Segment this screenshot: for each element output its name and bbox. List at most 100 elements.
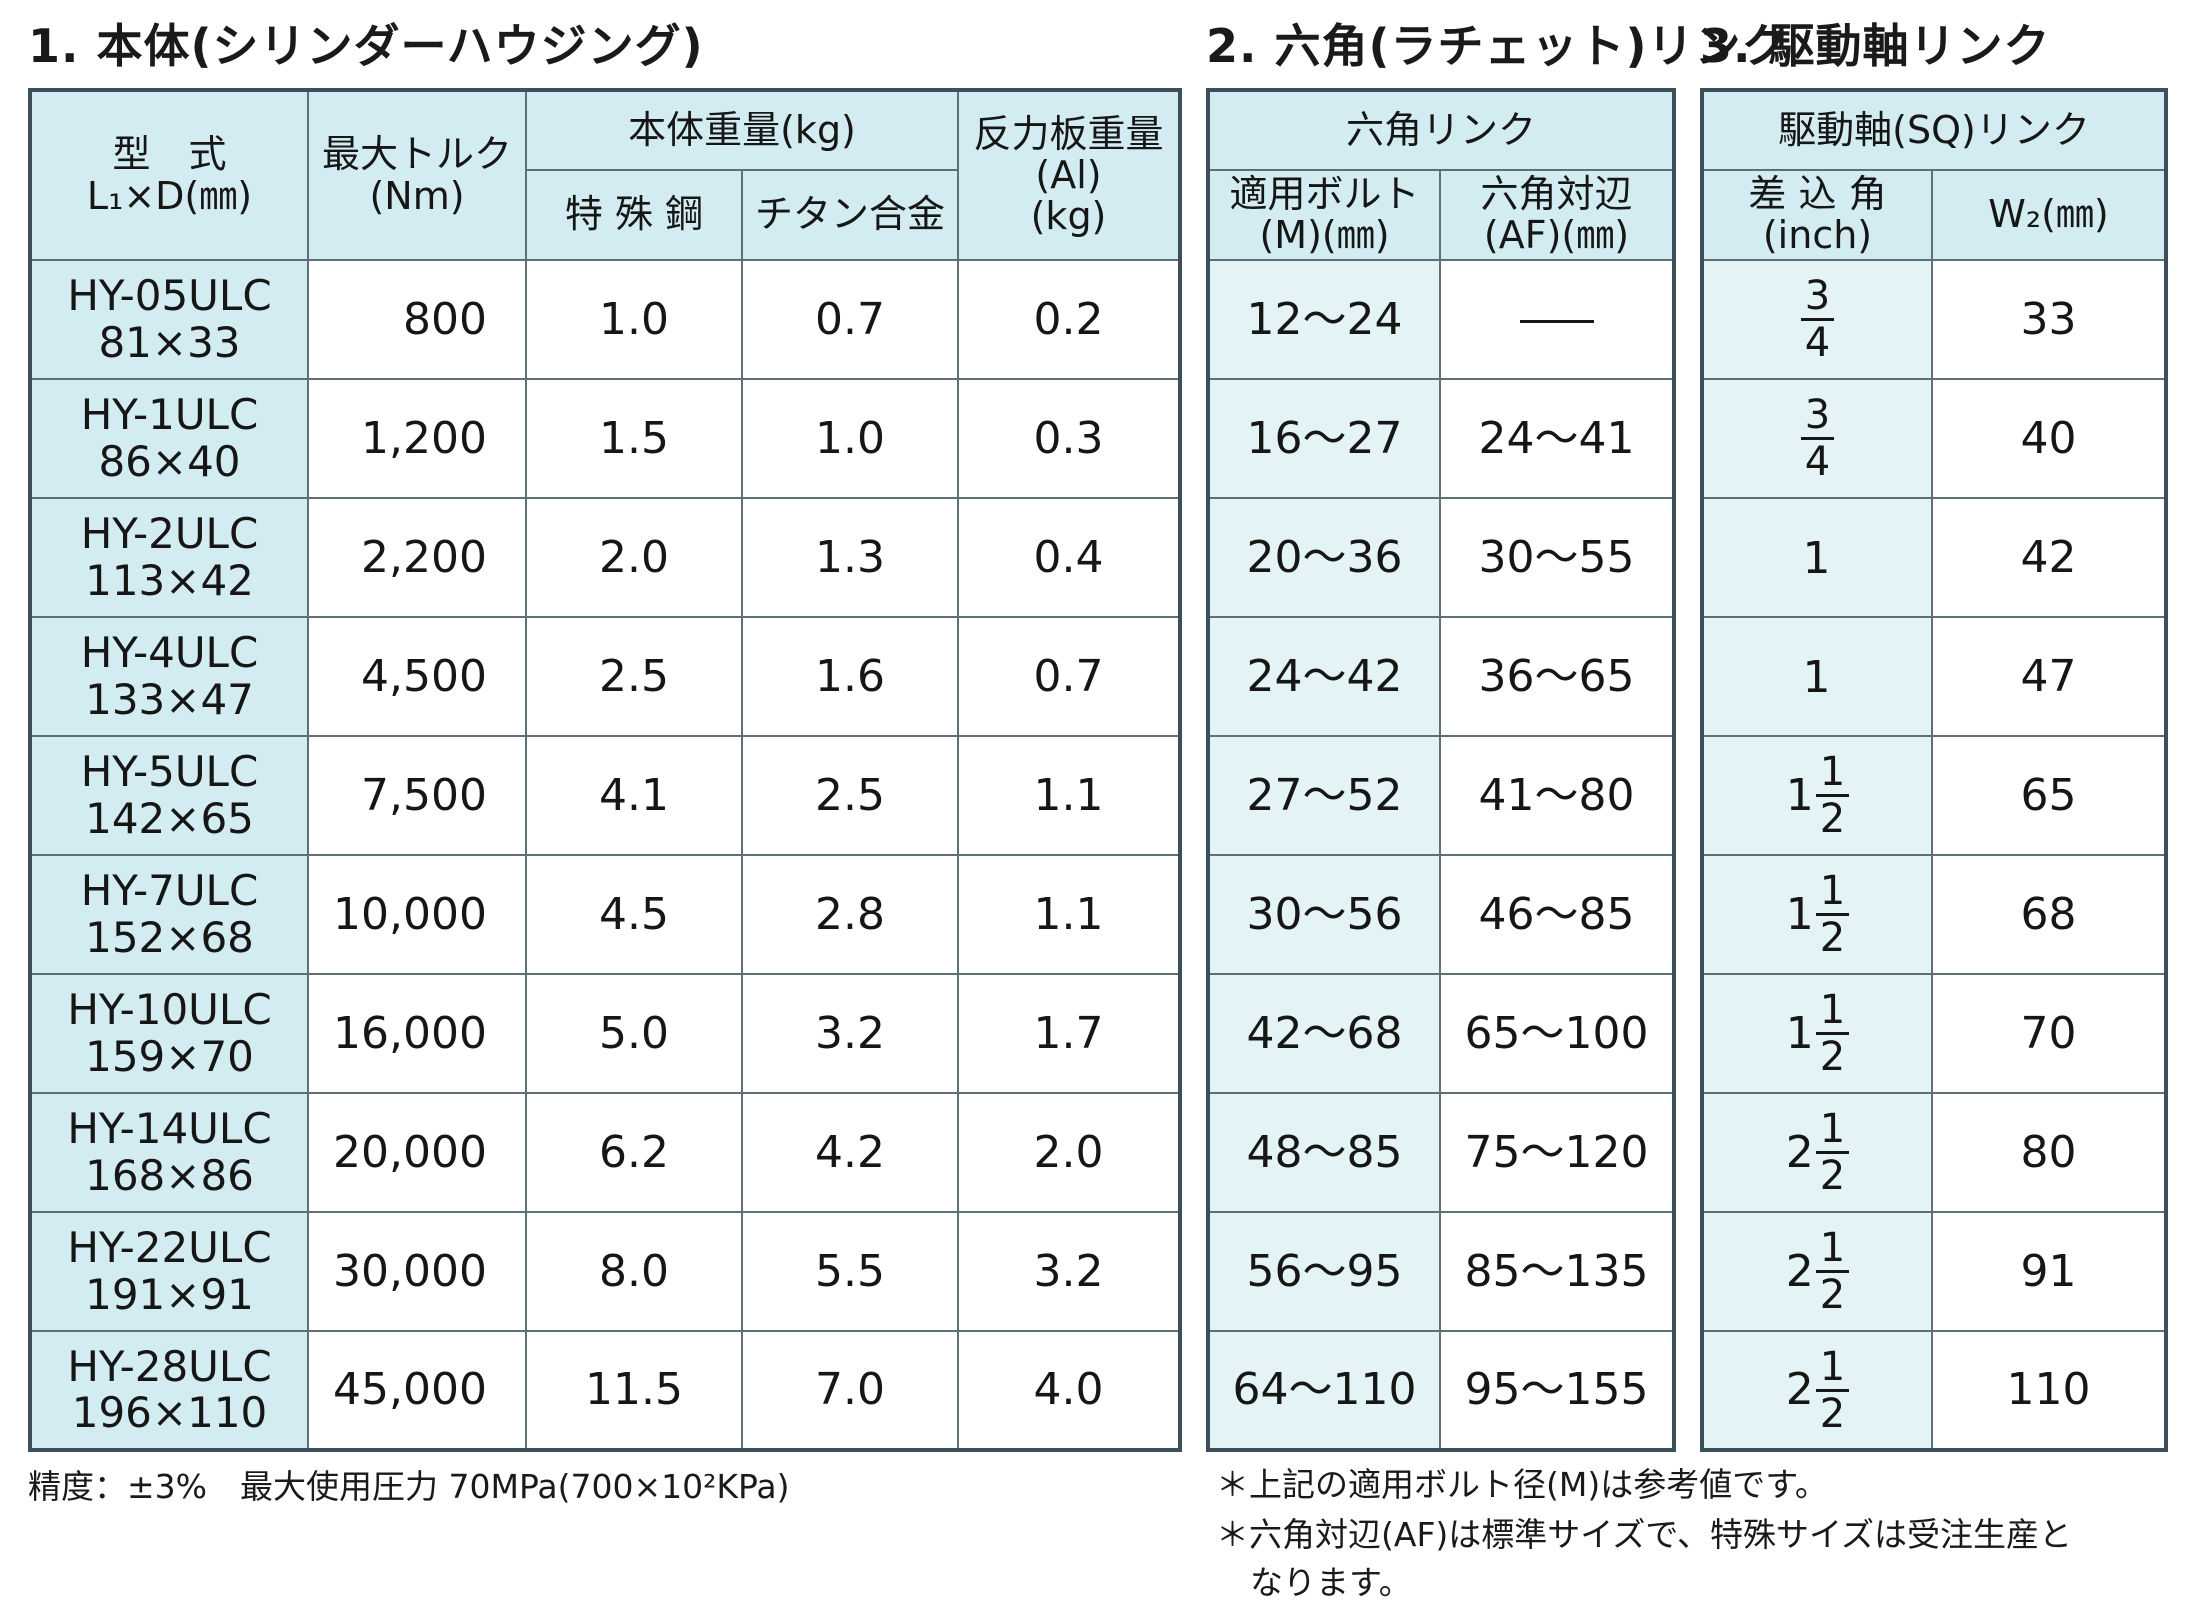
af-range-cell: 95～155 [1438,1330,1676,1451]
reaction-weight-cell: 1.1 [957,854,1181,975]
af-range-cell [1438,259,1676,380]
w2-header: W₂(㎜) [1931,169,2167,261]
table-row: HY-5ULC 142×65 7,500 4.1 2.5 1.1 [29,735,1181,856]
table-row: 1 1 2 68 [1701,854,2167,975]
drive-whole: 1 [1802,532,1831,584]
bolt-header-line2: (M)(㎜) [1259,213,1390,257]
reaction-weight-cell: 1.1 [957,735,1181,856]
model-cell: HY-28ULC 196×110 [29,1330,309,1451]
fraction-numerator: 3 [1800,276,1835,321]
table-row: HY-4ULC 133×47 4,500 2.5 1.6 0.7 [29,616,1181,737]
steel-weight-cell: 4.1 [525,735,743,856]
section-title-drive-link: 3. 駆動軸リンク [1700,19,2051,73]
model-dimensions: 152×68 [85,912,254,962]
torque-cell: 7,500 [307,735,527,856]
drive-whole: 1 [1802,651,1831,703]
table-row: HY-7ULC 152×68 10,000 4.5 2.8 1.1 [29,854,1181,975]
footnote-af-cont: なります。 [1250,1563,1412,1602]
model-dimensions: 142×65 [85,793,254,843]
bolt-range-cell: 30～56 [1207,854,1441,975]
table-row: 64～110 95～155 [1207,1330,1676,1451]
table-row: 3 4 40 [1701,378,2167,499]
af-range-cell: 65～100 [1438,973,1676,1094]
dash-mark [1519,320,1594,324]
af-range-cell: 85～135 [1438,1211,1676,1332]
reaction-header-line3: (kg) [1030,194,1107,239]
model-cell: HY-22ULC 191×91 [29,1211,309,1332]
across-flats-header: 六角対辺 (AF)(㎜) [1438,169,1676,261]
table-row: 2 1 2 80 [1701,1092,2167,1213]
body-weight-header: 本体重量(kg) [525,89,959,171]
torque-cell: 16,000 [307,973,527,1094]
bolt-range-cell: 16～27 [1207,378,1441,499]
bolt-range-cell: 20～36 [1207,497,1441,618]
torque-cell: 1,200 [307,378,527,499]
titanium-header: チタン合金 [741,169,959,261]
special-steel-header: 特 殊 鋼 [525,169,743,261]
drive-link-table: 駆動軸(SQ)リンク 差 込 角 (inch) W₂(㎜) 3 4 33 3 4 40 1 4… [1700,88,2168,1452]
footnote-bolt: ＊上記の適用ボルト径(M)は参考値です。 [1216,1465,1828,1504]
torque-cell: 4,500 [307,616,527,737]
body-spec-table: 型 式 L₁×D(㎜) 最大トルク (Nm) 本体重量(kg) 反力板重量 (A… [28,88,1182,1452]
af-range-cell: 24～41 [1438,378,1676,499]
reaction-weight-cell: 0.4 [957,497,1181,618]
table-row: 3 4 33 [1701,259,2167,380]
model-header-line1: 型 式 [112,132,227,177]
fraction-numerator: 1 [1815,990,1850,1035]
titanium-weight-cell: 1.0 [741,378,959,499]
table-row: 27～52 41～80 [1207,735,1676,856]
steel-weight-cell: 2.0 [525,497,743,618]
w2-cell: 68 [1931,854,2167,975]
model-cell: HY-2ULC 113×42 [29,497,309,618]
drive-whole: 2 [1785,1364,1814,1416]
table-row: HY-22ULC 191×91 30,000 8.0 5.5 3.2 [29,1211,1181,1332]
table-row: HY-14ULC 168×86 20,000 6.2 4.2 2.0 [29,1092,1181,1213]
applicable-bolt-header: 適用ボルト (M)(㎜) [1207,169,1441,261]
accuracy-note: 精度：±3% 最大使用圧力 70MPa(700×10²KPa) [28,1467,790,1506]
model-cell: HY-14ULC 168×86 [29,1092,309,1213]
table-row: 24～42 36～65 [1207,616,1676,737]
fraction-denominator: 2 [1819,1153,1846,1199]
bolt-range-cell: 64～110 [1207,1330,1441,1451]
titanium-weight-cell: 2.8 [741,854,959,975]
model-code: HY-4ULC [80,628,259,678]
drive-whole: 1 [1785,888,1814,940]
drive-link-group-header: 駆動軸(SQ)リンク [1701,89,2167,171]
fraction-denominator: 2 [1819,796,1846,842]
model-code: HY-1ULC [80,390,259,440]
table-row: HY-05ULC 81×33 800 1.0 0.7 0.2 [29,259,1181,380]
steel-weight-cell: 6.2 [525,1092,743,1213]
fraction-numerator: 1 [1815,1347,1850,1392]
torque-header-unit: (Nm) [369,173,465,218]
fraction-denominator: 2 [1819,1272,1846,1318]
torque-header-label: 最大トルク [321,132,512,177]
table-row: 2 1 2 110 [1701,1330,2167,1451]
af-range-cell: 41～80 [1438,735,1676,856]
torque-cell: 10,000 [307,854,527,975]
model-dimensions: 81×33 [98,317,241,367]
table-row: 42～68 65～100 [1207,973,1676,1094]
reaction-weight-cell: 0.2 [957,259,1181,380]
w2-cell: 110 [1931,1330,2167,1451]
table-row: 56～95 85～135 [1207,1211,1676,1332]
model-code: HY-28ULC [67,1341,272,1391]
square-drive-cell: 1 [1701,497,1933,618]
model-code: HY-22ULC [67,1223,272,1273]
sq-header-line1: 差 込 角 [1748,171,1887,216]
model-dimensions: 86×40 [98,436,241,486]
w2-cell: 47 [1931,616,2167,737]
torque-cell: 800 [307,259,527,380]
square-drive-cell: 1 [1701,616,1933,737]
reaction-weight-cell: 3.2 [957,1211,1181,1332]
table-row: 30～56 46～85 [1207,854,1676,975]
titanium-weight-cell: 3.2 [741,973,959,1094]
fraction-denominator: 2 [1819,915,1846,961]
fraction-numerator: 1 [1815,1109,1850,1154]
